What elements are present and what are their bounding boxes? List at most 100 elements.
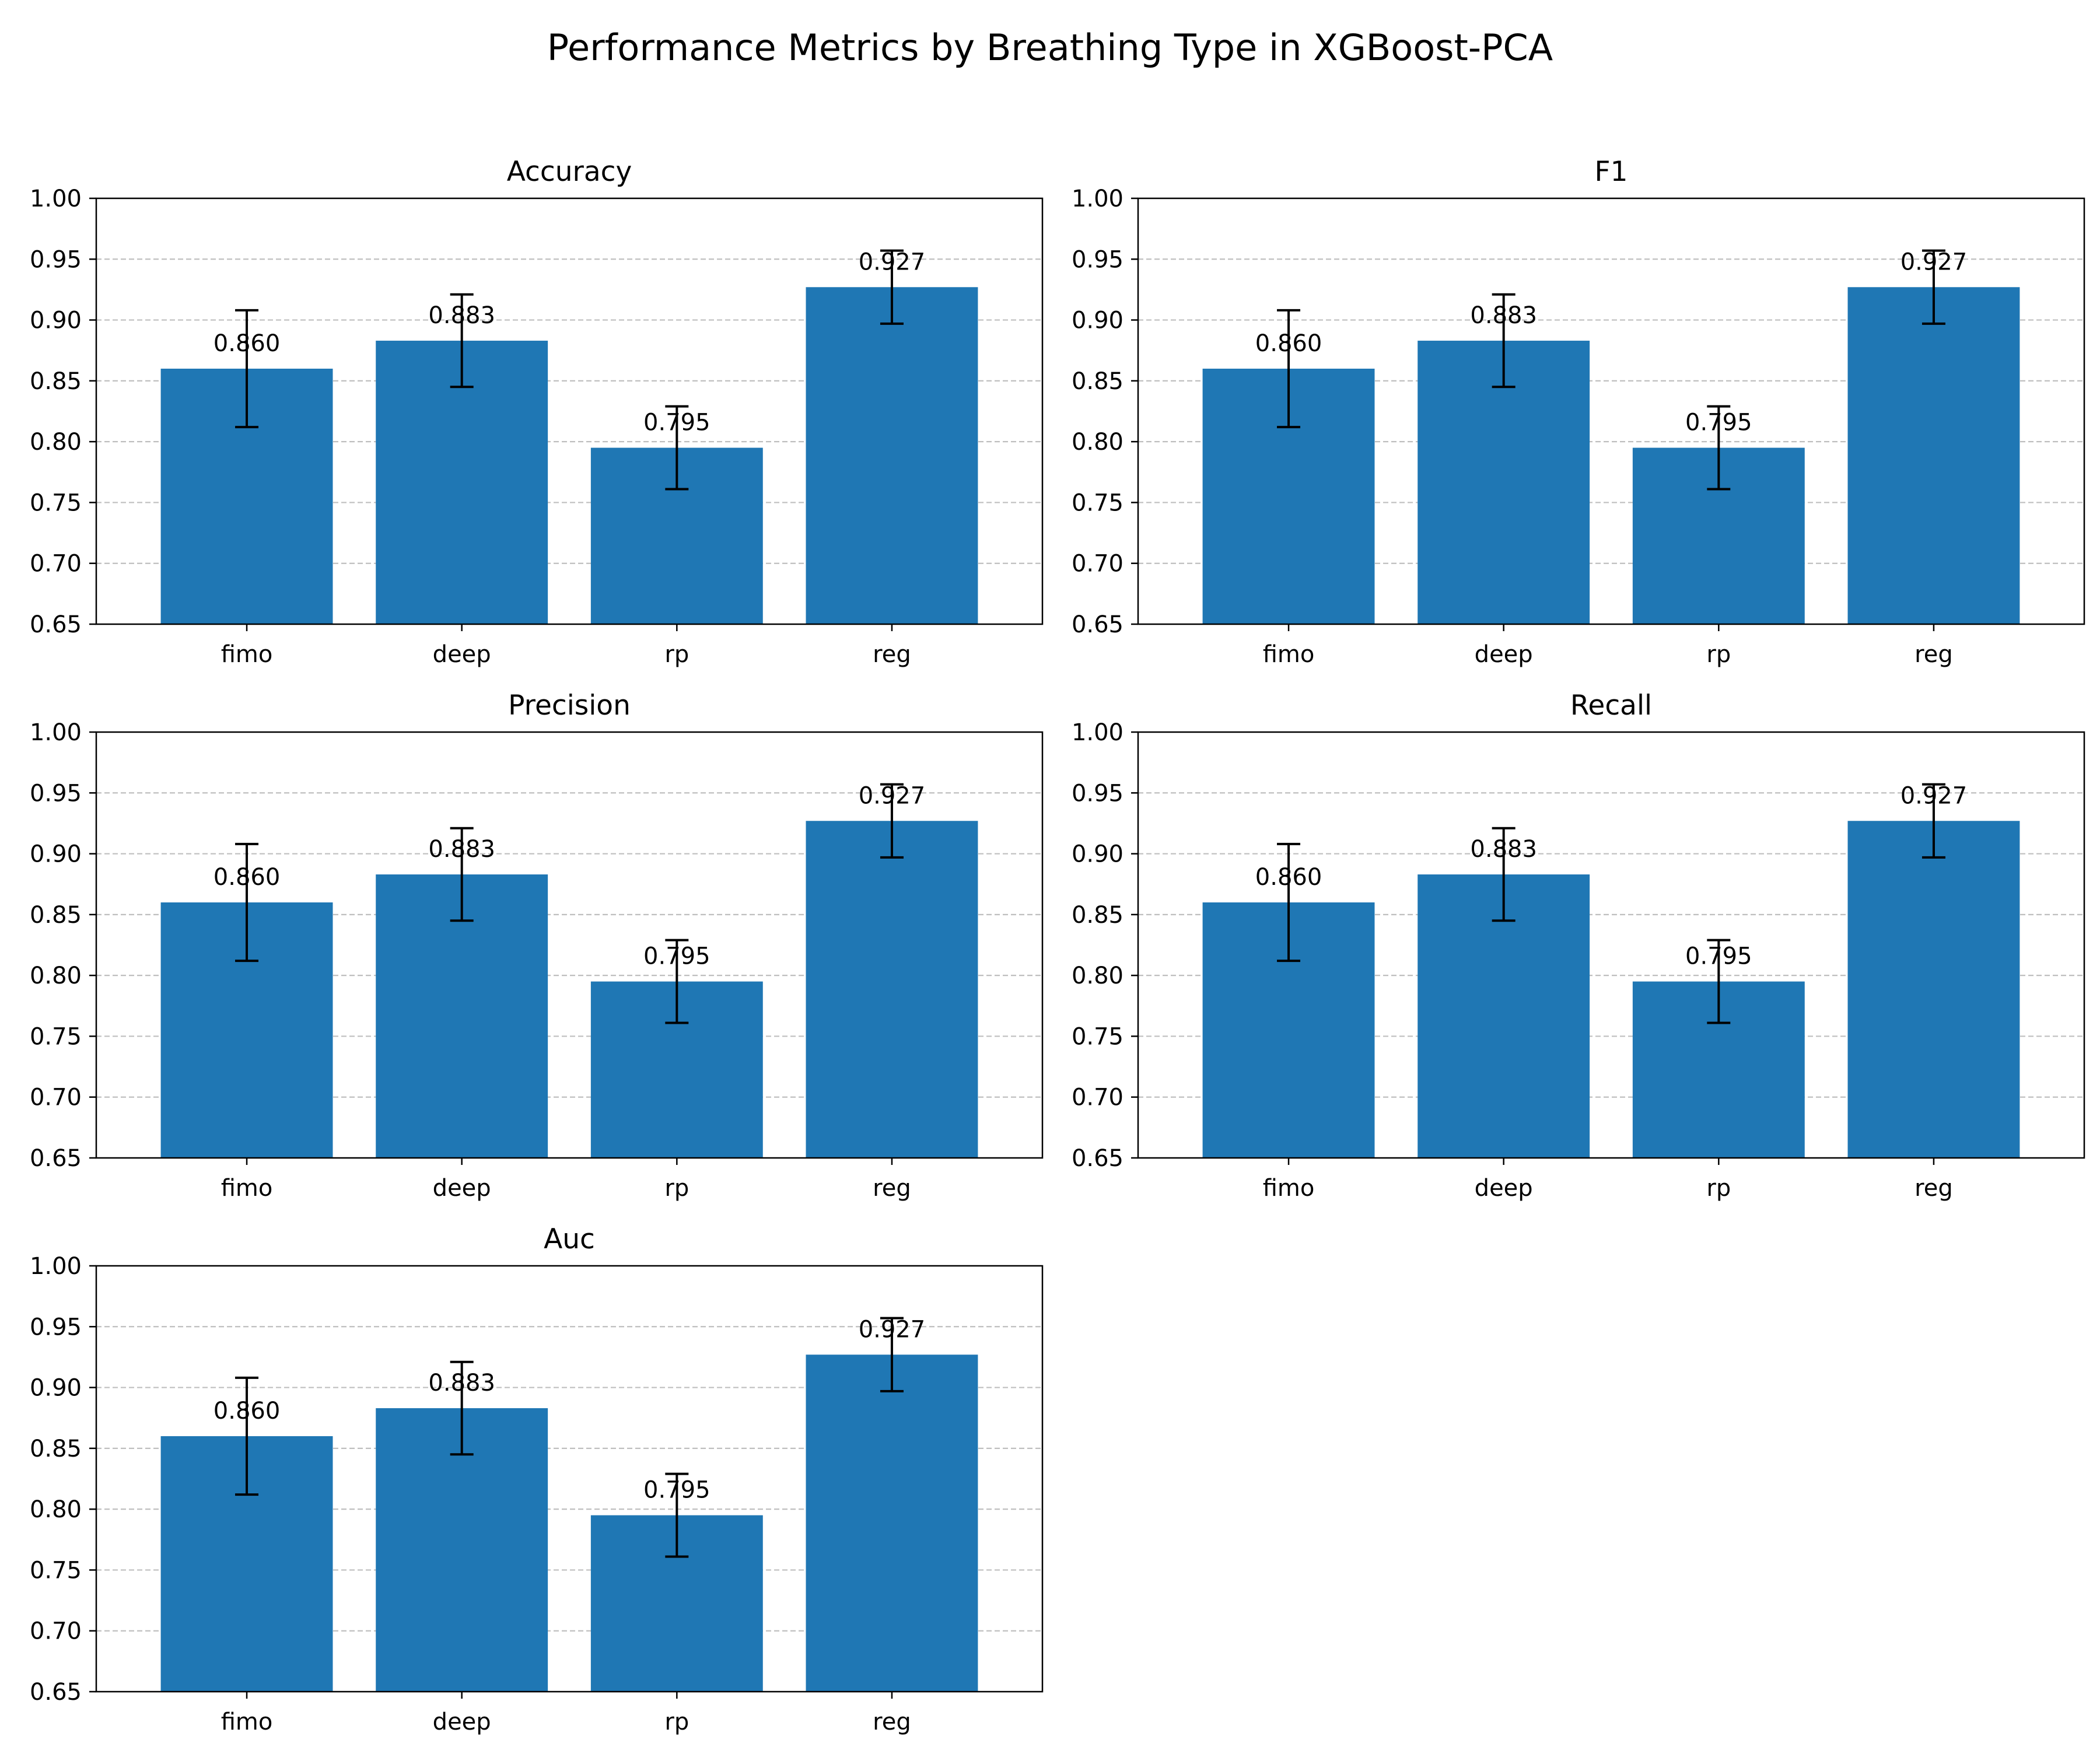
subplot-title: Precision	[508, 690, 631, 722]
value-label: 0.883	[428, 1370, 495, 1396]
y-tick-label: 0.85	[30, 1436, 82, 1462]
x-tick-label: fimo	[1263, 641, 1315, 668]
y-tick-label: 0.95	[30, 246, 82, 273]
subplot-title: Auc	[544, 1223, 595, 1255]
y-tick-label: 1.00	[1072, 719, 1124, 746]
y-tick-label: 0.90	[30, 841, 82, 868]
value-label: 0.927	[1901, 782, 1968, 809]
value-label: 0.883	[428, 836, 495, 863]
value-label: 0.795	[1685, 943, 1752, 970]
y-tick-label: 0.85	[30, 902, 82, 929]
value-label: 0.883	[1470, 302, 1537, 329]
y-tick-label: 0.65	[30, 611, 82, 638]
y-tick-label: 0.85	[1072, 902, 1124, 929]
x-tick-label: deep	[433, 641, 491, 668]
figure-title: Performance Metrics by Breathing Type in…	[547, 26, 1553, 69]
value-label: 0.860	[1255, 864, 1322, 891]
value-label: 0.795	[643, 1477, 710, 1504]
y-tick-label: 0.90	[1072, 841, 1124, 868]
y-tick-label: 0.65	[1072, 611, 1124, 638]
x-tick-label: reg	[1915, 641, 1953, 668]
y-tick-label: 0.90	[30, 1375, 82, 1402]
y-tick-label: 0.65	[30, 1145, 82, 1172]
x-tick-label: deep	[1475, 641, 1533, 668]
axes-frame	[1137, 197, 2085, 625]
bar-reg	[806, 821, 978, 1158]
y-tick-label: 0.80	[1072, 963, 1124, 989]
value-label: 0.883	[1470, 836, 1537, 863]
y-tick-label: 0.75	[1072, 1023, 1124, 1050]
y-tick-label: 0.65	[1072, 1145, 1124, 1172]
y-tick-label: 0.75	[1072, 489, 1124, 516]
value-label: 0.883	[428, 302, 495, 329]
bar-reg	[806, 287, 978, 624]
y-tick-label: 1.00	[30, 186, 82, 212]
x-tick-label: rp	[1706, 641, 1731, 668]
bar-reg	[1847, 821, 2020, 1158]
y-tick-label: 0.70	[1072, 551, 1124, 578]
x-tick-label: fimo	[221, 1709, 273, 1735]
subplot-f1: 0.860 fimo 0.883 deep 0.795 rp 0.927 reg 0.65 0.7…	[1072, 156, 2085, 668]
y-tick-label: 0.90	[30, 307, 82, 334]
y-tick-label: 0.95	[30, 1314, 82, 1340]
value-label: 0.795	[643, 943, 710, 970]
y-tick-label: 0.75	[30, 1557, 82, 1584]
subplot-recall: 0.860 fimo 0.883 deep 0.795 rp 0.927 reg 0.65 0.7…	[1072, 690, 2085, 1202]
subplot-title: Recall	[1570, 690, 1652, 722]
x-tick-label: fimo	[1263, 1175, 1315, 1202]
y-tick-label: 0.80	[30, 429, 82, 456]
subplot-title: Accuracy	[507, 156, 632, 188]
value-label: 0.860	[214, 864, 281, 891]
axes-frame	[1137, 731, 2085, 1159]
value-label: 0.860	[214, 330, 281, 357]
y-tick-label: 0.80	[1072, 429, 1124, 456]
subplot-auc: 0.860 fimo 0.883 deep 0.795 rp 0.927 reg 0.65 0.7…	[30, 1223, 1044, 1735]
x-tick-label: reg	[1915, 1175, 1953, 1202]
x-tick-label: deep	[433, 1175, 491, 1202]
y-tick-label: 0.80	[30, 1496, 82, 1523]
axes-frame	[95, 731, 1044, 1159]
x-tick-label: reg	[873, 1175, 911, 1202]
value-label: 0.927	[859, 782, 926, 809]
y-tick-label: 0.75	[30, 1023, 82, 1050]
bar-reg	[806, 1354, 978, 1692]
value-label: 0.860	[214, 1398, 281, 1424]
y-tick-label: 0.75	[30, 489, 82, 516]
x-tick-label: deep	[1475, 1175, 1533, 1202]
subplot-title: F1	[1595, 156, 1628, 188]
y-tick-label: 0.65	[30, 1679, 82, 1706]
y-tick-label: 0.70	[30, 551, 82, 578]
axes-frame	[95, 1265, 1044, 1693]
x-tick-label: rp	[1706, 1175, 1731, 1202]
y-tick-label: 1.00	[1072, 186, 1124, 212]
y-tick-label: 0.95	[1072, 780, 1124, 807]
value-label: 0.927	[1901, 249, 1968, 275]
y-tick-label: 0.90	[1072, 307, 1124, 334]
value-label: 0.795	[643, 410, 710, 436]
y-tick-label: 0.85	[30, 368, 82, 395]
bar-reg	[1847, 287, 2020, 624]
y-tick-label: 0.95	[30, 780, 82, 807]
y-tick-label: 0.80	[30, 963, 82, 989]
y-tick-label: 0.85	[1072, 368, 1124, 395]
axes-frame	[95, 197, 1044, 625]
y-tick-label: 0.70	[30, 1618, 82, 1645]
x-tick-label: deep	[433, 1709, 491, 1735]
x-tick-label: fimo	[221, 641, 273, 668]
x-tick-label: reg	[873, 1709, 911, 1735]
value-label: 0.927	[859, 249, 926, 275]
x-tick-label: rp	[664, 641, 689, 668]
x-tick-label: fimo	[221, 1175, 273, 1202]
subplot-accuracy: 0.860 fimo 0.883 deep 0.795 rp 0.927 reg 0.65 0.7…	[30, 156, 1044, 668]
x-tick-label: rp	[664, 1709, 689, 1735]
value-label: 0.927	[859, 1316, 926, 1343]
subplot-precision: 0.860 fimo 0.883 deep 0.795 rp 0.927 reg 0.65 0.7…	[30, 690, 1044, 1202]
value-label: 0.795	[1685, 410, 1752, 436]
y-tick-label: 0.95	[1072, 246, 1124, 273]
y-tick-label: 0.70	[1072, 1084, 1124, 1111]
y-tick-label: 0.70	[30, 1084, 82, 1111]
x-tick-label: reg	[873, 641, 911, 668]
y-tick-label: 1.00	[30, 719, 82, 746]
x-tick-label: rp	[664, 1175, 689, 1202]
